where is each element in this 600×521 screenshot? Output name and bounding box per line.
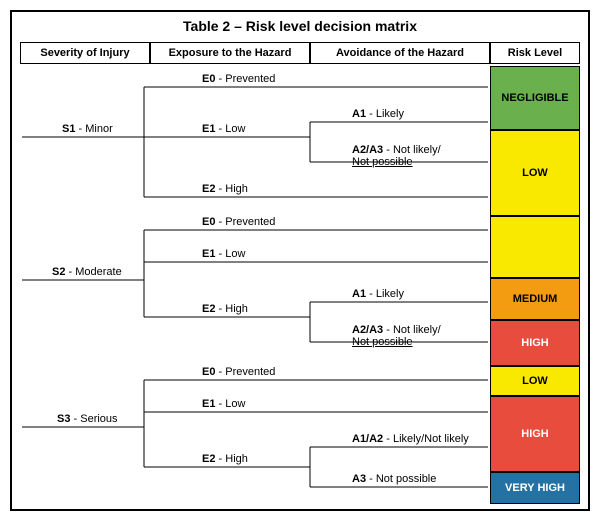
risk-matrix-frame: Table 2 – Risk level decision matrix Sev… <box>10 10 590 511</box>
node-label: E1 - Low <box>202 398 245 410</box>
node-label: E0 - Prevented <box>202 366 275 378</box>
risk-level-box: LOW <box>490 130 580 216</box>
node-label: E0 - Prevented <box>202 216 275 228</box>
node-label: E2 - High <box>202 453 248 465</box>
risk-level-box: HIGH <box>490 396 580 472</box>
node-label: A2/A3 - Not likely/Not possible <box>352 324 441 348</box>
risk-level-box: LOW <box>490 366 580 396</box>
risk-level-box: VERY HIGH <box>490 472 580 504</box>
node-label: E0 - Prevented <box>202 73 275 85</box>
node-label: A1 - Likely <box>352 108 404 120</box>
node-label: S1 - Minor <box>62 123 113 135</box>
node-label: E2 - High <box>202 303 248 315</box>
node-label: A1/A2 - Likely/Not likely <box>352 433 469 445</box>
node-label: S3 - Serious <box>57 413 118 425</box>
risk-level-box: NEGLIGIBLE <box>490 66 580 130</box>
node-label: A1 - Likely <box>352 288 404 300</box>
risk-level-box <box>490 216 580 278</box>
node-label: S2 - Moderate <box>52 266 122 278</box>
node-label: E1 - Low <box>202 123 245 135</box>
node-label: E1 - Low <box>202 248 245 260</box>
node-label: E2 - High <box>202 183 248 195</box>
risk-level-box: MEDIUM <box>490 278 580 320</box>
node-label: A3 - Not possible <box>352 473 436 485</box>
node-label: A2/A3 - Not likely/Not possible <box>352 144 441 168</box>
risk-level-box: HIGH <box>490 320 580 366</box>
